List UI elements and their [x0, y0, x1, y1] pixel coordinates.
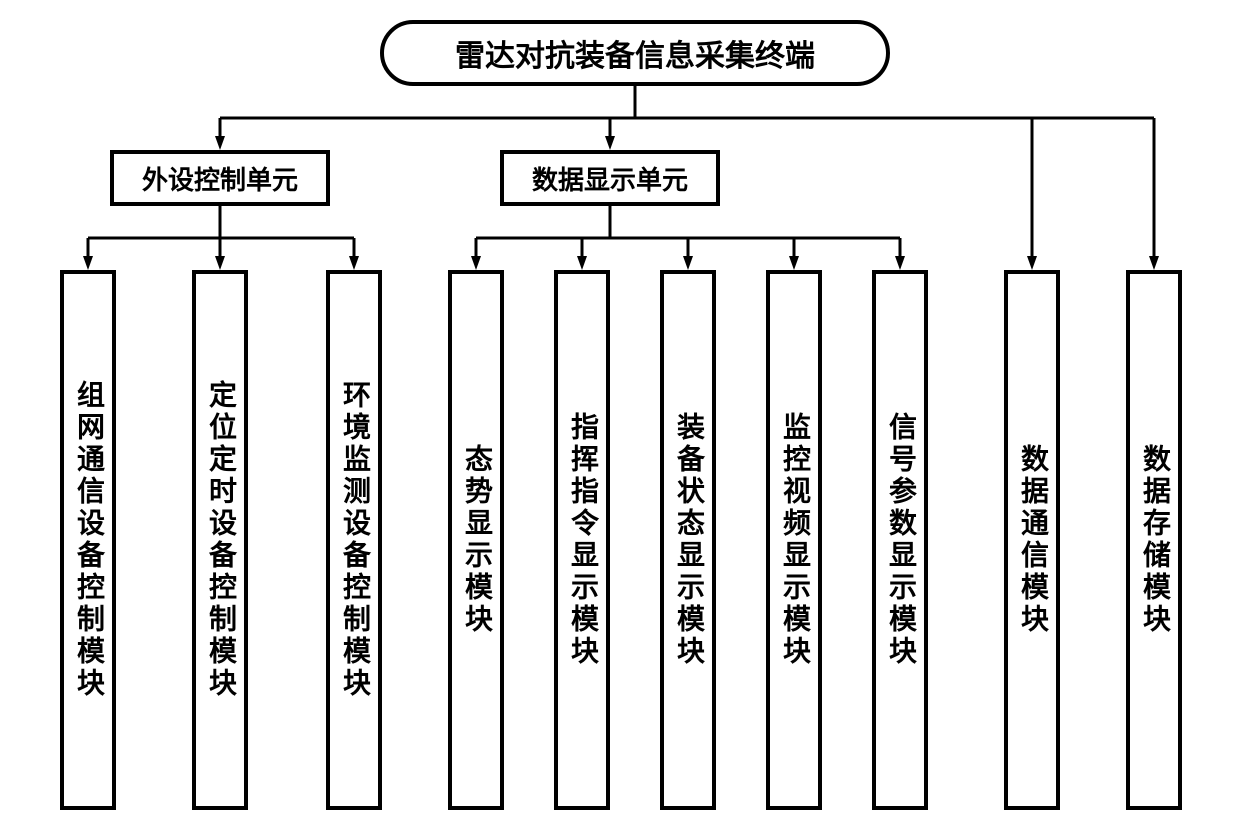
mod-network-comm-label: 组网通信设备控制模块 [68, 380, 108, 700]
mod-equip-status-label: 装备状态显示模块 [668, 412, 708, 668]
mod-data-comm-label: 数据通信模块 [1012, 444, 1052, 636]
arrowhead-mod-position-timer [215, 256, 225, 270]
unit-display: 数据显示单元 [500, 150, 720, 206]
unit-peripheral-label: 外设控制单元 [142, 160, 298, 197]
unit-display-label: 数据显示单元 [532, 160, 688, 197]
unit-peripheral: 外设控制单元 [110, 150, 330, 206]
root-label: 雷达对抗装备信息采集终端 [455, 31, 815, 75]
mod-position-timer: 定位定时设备控制模块 [192, 270, 248, 810]
arrowhead-unit-peripheral [215, 136, 225, 150]
mod-network-comm: 组网通信设备控制模块 [60, 270, 116, 810]
mod-data-comm: 数据通信模块 [1004, 270, 1060, 810]
arrowhead-unit-display [605, 136, 615, 150]
arrowhead-mod-data-store [1149, 256, 1159, 270]
root-node: 雷达对抗装备信息采集终端 [380, 20, 890, 86]
arrowhead-mod-env-monitor [349, 256, 359, 270]
mod-command-label: 指挥指令显示模块 [562, 412, 602, 668]
mod-signal-param-label: 信号参数显示模块 [880, 412, 920, 668]
arrowhead-mod-data-comm [1027, 256, 1037, 270]
mod-env-monitor-label: 环境监测设备控制模块 [334, 380, 374, 700]
mod-equip-status: 装备状态显示模块 [660, 270, 716, 810]
mod-signal-param: 信号参数显示模块 [872, 270, 928, 810]
mod-video-label: 监控视频显示模块 [774, 412, 814, 668]
mod-video: 监控视频显示模块 [766, 270, 822, 810]
mod-position-timer-label: 定位定时设备控制模块 [200, 380, 240, 700]
mod-env-monitor: 环境监测设备控制模块 [326, 270, 382, 810]
mod-data-store-label: 数据存储模块 [1134, 444, 1174, 636]
arrowhead-mod-network-comm [83, 256, 93, 270]
arrowhead-mod-command [577, 256, 587, 270]
mod-command: 指挥指令显示模块 [554, 270, 610, 810]
arrowhead-mod-video [789, 256, 799, 270]
arrowhead-mod-signal-param [895, 256, 905, 270]
arrowhead-mod-equip-status [683, 256, 693, 270]
mod-situation: 态势显示模块 [448, 270, 504, 810]
mod-data-store: 数据存储模块 [1126, 270, 1182, 810]
arrowhead-mod-situation [471, 256, 481, 270]
mod-situation-label: 态势显示模块 [456, 444, 496, 636]
